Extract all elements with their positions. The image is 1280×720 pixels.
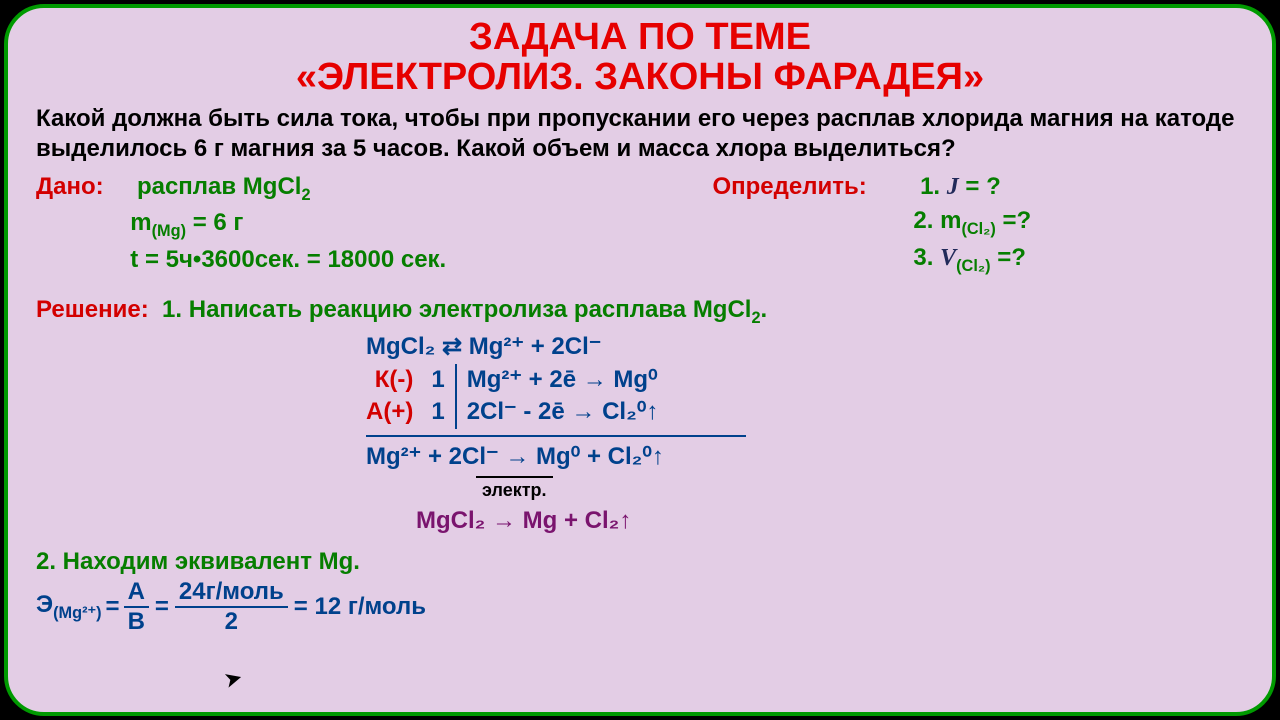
overall-reaction: MgCl₂ → Mg + Cl₂↑ [416, 505, 1244, 537]
problem-statement: Какой должна быть сила тока, чтобы при п… [36, 104, 1244, 164]
given-mass: m(Mg) = 6 г [130, 209, 243, 236]
anode-rxn: 2Cl⁻ - 2ē → Cl₂⁰↑ [467, 396, 659, 428]
coefficients: 1 1 [421, 364, 456, 429]
given-block: Дано: расплав MgCl2 Дано: m(Mg) = 6 г Да… [36, 170, 712, 278]
solution-header: Решение: 1. Написать реакцию электролиза… [36, 296, 1244, 328]
determine-item-1: 1. J = ? [920, 173, 1001, 200]
step1-text: 1. Написать реакцию электролиза расплава… [162, 296, 767, 323]
given-determine-row: Дано: расплав MgCl2 Дано: m(Mg) = 6 г Да… [36, 170, 1244, 278]
determine-block: Определить: 1. J = ? Определить: 2. m(Cl… [712, 170, 1244, 278]
given-time: t = 5ч•3600сек. = 18000 сек. [130, 246, 446, 273]
half-reactions: К(-) А(+) 1 1 Mg²⁺ + 2ē → Mg⁰ 2Cl⁻ - 2ē … [366, 364, 1244, 429]
rxn-list: Mg²⁺ + 2ē → Mg⁰ 2Cl⁻ - 2ē → Cl₂⁰↑ [457, 364, 659, 429]
fraction-AB: А В [124, 578, 149, 636]
cathode-rxn: Mg²⁺ + 2ē → Mg⁰ [467, 364, 659, 396]
eq-symbol: Э(Mg²⁺) [36, 591, 102, 623]
eq-result: = 12 г/моль [288, 593, 426, 621]
determine-item-3: 3. V(Cl₂) =? [913, 244, 1025, 271]
determine-label: Определить: [712, 173, 866, 200]
determine-item-2: 2. m(Cl₂) =? [913, 207, 1031, 234]
fraction-24-2: 24г/моль 2 [175, 578, 288, 636]
elektr-label: электр. [366, 473, 1244, 505]
title-line-1: ЗАДАЧА ПО ТЕМЕ [36, 18, 1244, 58]
sum-reaction: Mg²⁺ + 2Cl⁻ → Mg⁰ + Cl₂⁰↑ [366, 435, 746, 473]
title: ЗАДАЧА ПО ТЕМЕ «ЭЛЕКТРОЛИЗ. ЗАКОНЫ ФАРАД… [36, 18, 1244, 98]
step2-text: 2. Находим эквивалент Mg. [36, 548, 1244, 576]
cursor-icon: ➤ [221, 664, 246, 694]
given-substance: расплав MgCl2 [137, 173, 311, 200]
title-line-2: «ЭЛЕКТРОЛИЗ. ЗАКОНЫ ФАРАДЕЯ» [36, 58, 1244, 98]
equations-block: MgCl₂ ⇄ Mg²⁺ + 2Cl⁻ К(-) А(+) 1 1 Mg²⁺ +… [366, 331, 1244, 537]
equivalent-equation: Э(Mg²⁺) = А В = 24г/моль 2 = 12 г/моль [36, 578, 426, 636]
electrode-labels: К(-) А(+) [366, 364, 421, 429]
dissociation-eq: MgCl₂ ⇄ Mg²⁺ + 2Cl⁻ [366, 331, 1244, 363]
given-label: Дано: [36, 173, 104, 200]
slide-panel: ЗАДАЧА ПО ТЕМЕ «ЭЛЕКТРОЛИЗ. ЗАКОНЫ ФАРАД… [4, 4, 1276, 716]
